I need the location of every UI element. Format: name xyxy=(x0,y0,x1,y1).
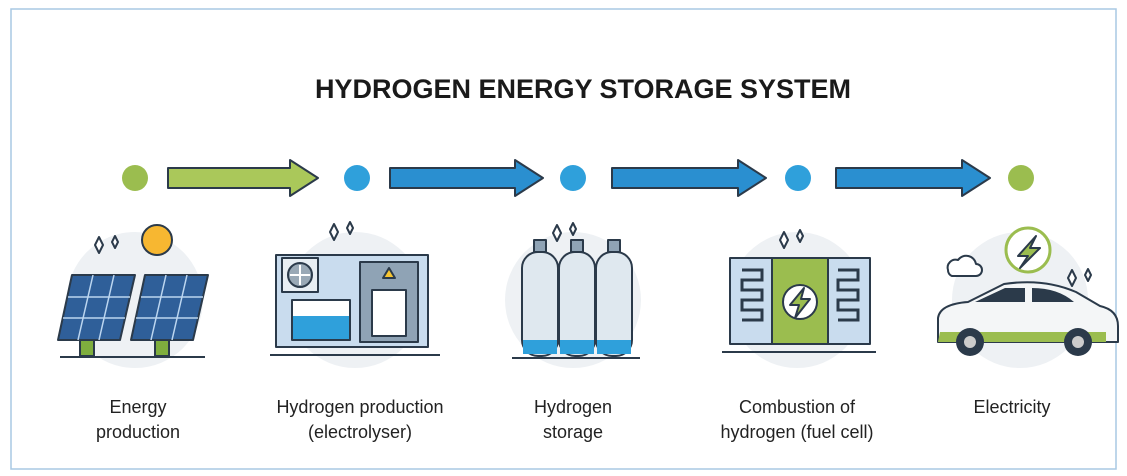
dot xyxy=(785,165,811,191)
stage-label: hydrogen (fuel cell) xyxy=(720,422,873,442)
car-icon xyxy=(938,228,1118,368)
dot xyxy=(1008,165,1034,191)
dot xyxy=(560,165,586,191)
stage-label: Electricity xyxy=(973,397,1050,417)
stage-label: Energy xyxy=(109,397,166,417)
stage-label: Hydrogen xyxy=(534,397,612,417)
arrow xyxy=(612,160,766,196)
tanks-icon xyxy=(505,223,641,368)
arrow xyxy=(168,160,318,196)
stage-label: production xyxy=(96,422,180,442)
page: HYDROGEN ENERGY STORAGE SYSTEM xyxy=(0,0,1127,476)
flow xyxy=(122,160,1034,196)
diagram: HYDROGEN ENERGY STORAGE SYSTEM xyxy=(0,0,1127,476)
stage-label: Hydrogen production xyxy=(276,397,443,417)
solar-icon xyxy=(58,225,208,368)
dot xyxy=(122,165,148,191)
stage-label: storage xyxy=(543,422,603,442)
stage-label: (electrolyser) xyxy=(308,422,412,442)
title: HYDROGEN ENERGY STORAGE SYSTEM xyxy=(315,74,851,104)
arrow xyxy=(836,160,990,196)
dot xyxy=(344,165,370,191)
fuel-cell-icon xyxy=(722,230,876,368)
arrow xyxy=(390,160,543,196)
stage-label: Combustion of xyxy=(739,397,856,417)
electrolyser-icon xyxy=(270,222,440,368)
